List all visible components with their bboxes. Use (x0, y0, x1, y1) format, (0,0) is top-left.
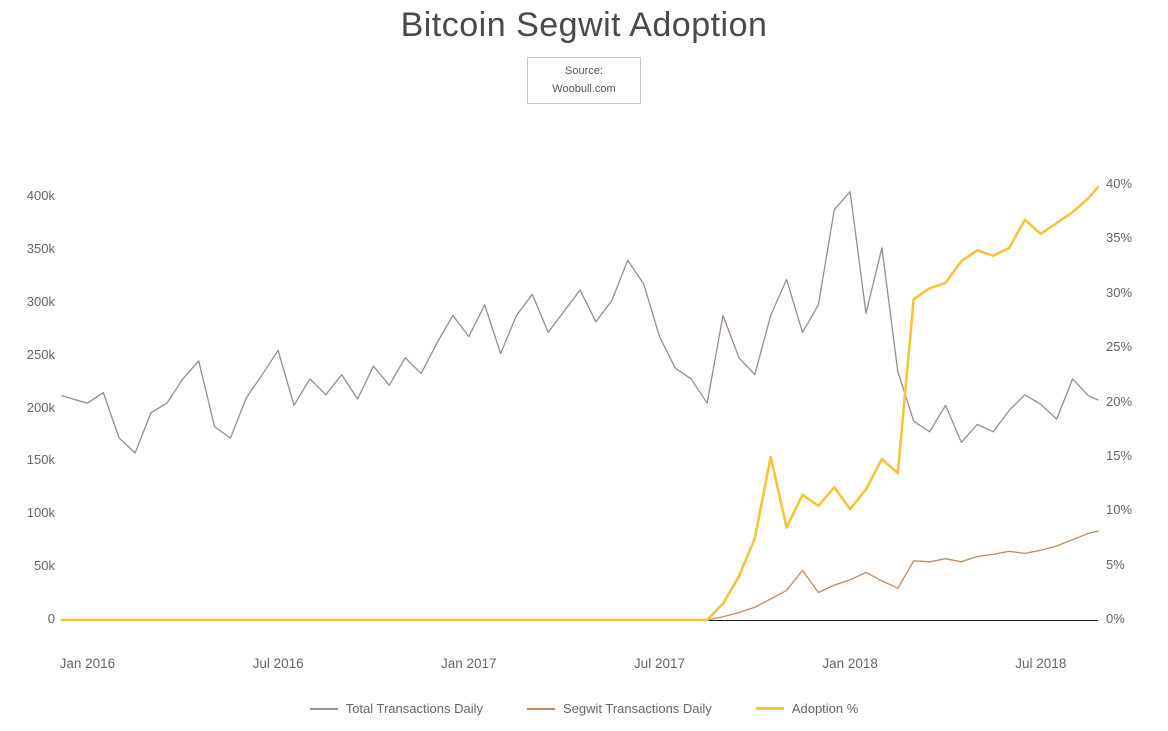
legend-line-swatch (526, 707, 555, 710)
y-axis-left-tick-label: 0 (47, 611, 55, 626)
y-axis-left-tick-label: 250k (26, 346, 55, 362)
y-axis-left-tick-label: 400k (26, 188, 55, 203)
y-axis-left-tick-label: 100k (26, 505, 55, 521)
series-line-adoption- (60, 185, 1100, 622)
x-axis-tick-label: Jan 2018 (822, 656, 878, 671)
x-axis-tick-label: Jul 2017 (633, 656, 685, 671)
legend-label: Segwit Transactions Daily (562, 701, 712, 716)
legend: Total Transactions Daily Segwit Transacti… (0, 701, 1168, 716)
y-axis-left-tick-label: 350k (26, 240, 55, 256)
x-axis-tick-label: Jan 2016 (59, 656, 116, 671)
y-axis-right-tick-label: 40% (1106, 176, 1133, 191)
legend-line-swatch (755, 707, 784, 710)
y-axis-left-tick-label: 300k (26, 293, 55, 309)
y-axis-right-tick-label: 20% (1106, 393, 1133, 409)
legend-label: Total Transactions Daily (345, 701, 483, 716)
x-axis-tick-label: Jan 2017 (441, 656, 497, 671)
source-label: Source: (565, 65, 603, 77)
series-line-total-transactions-daily (61, 191, 1099, 454)
legend-line-swatch (309, 707, 338, 710)
legend-item-adoption-[interactable]: Adoption % (755, 701, 859, 716)
legend-item-total-transactions-daily[interactable]: Total Transactions Daily (309, 701, 483, 716)
source-box: Source: Woobull.com (527, 57, 641, 105)
y-axis-right-tick-label: 0% (1106, 611, 1125, 626)
chart-title: Bitcoin Segwit Adoption (400, 6, 768, 44)
y-axis-right-tick-label: 5% (1106, 556, 1125, 572)
y-axis-left-tick-label: 150k (26, 452, 55, 468)
y-axis-right-tick-label: 10% (1106, 502, 1133, 518)
y-axis-right-tick-label: 30% (1106, 284, 1133, 300)
legend-label: Adoption % (791, 701, 859, 716)
x-axis-tick-label: Jul 2016 (252, 656, 304, 671)
legend-item-segwit-transactions-daily[interactable]: Segwit Transactions Daily (526, 701, 712, 716)
source-value: Woobull.com (552, 82, 616, 95)
series-line-segwit-transactions-daily (61, 530, 1099, 621)
y-axis-right-tick-label: 25% (1106, 339, 1133, 355)
y-axis-left-tick-label: 200k (26, 399, 55, 415)
y-axis-right-tick-label: 35% (1106, 230, 1133, 246)
x-axis-tick-label: Jul 2018 (1015, 656, 1067, 671)
y-axis-right-tick-label: 15% (1106, 447, 1133, 463)
y-axis-left-tick-label: 50k (34, 558, 55, 574)
